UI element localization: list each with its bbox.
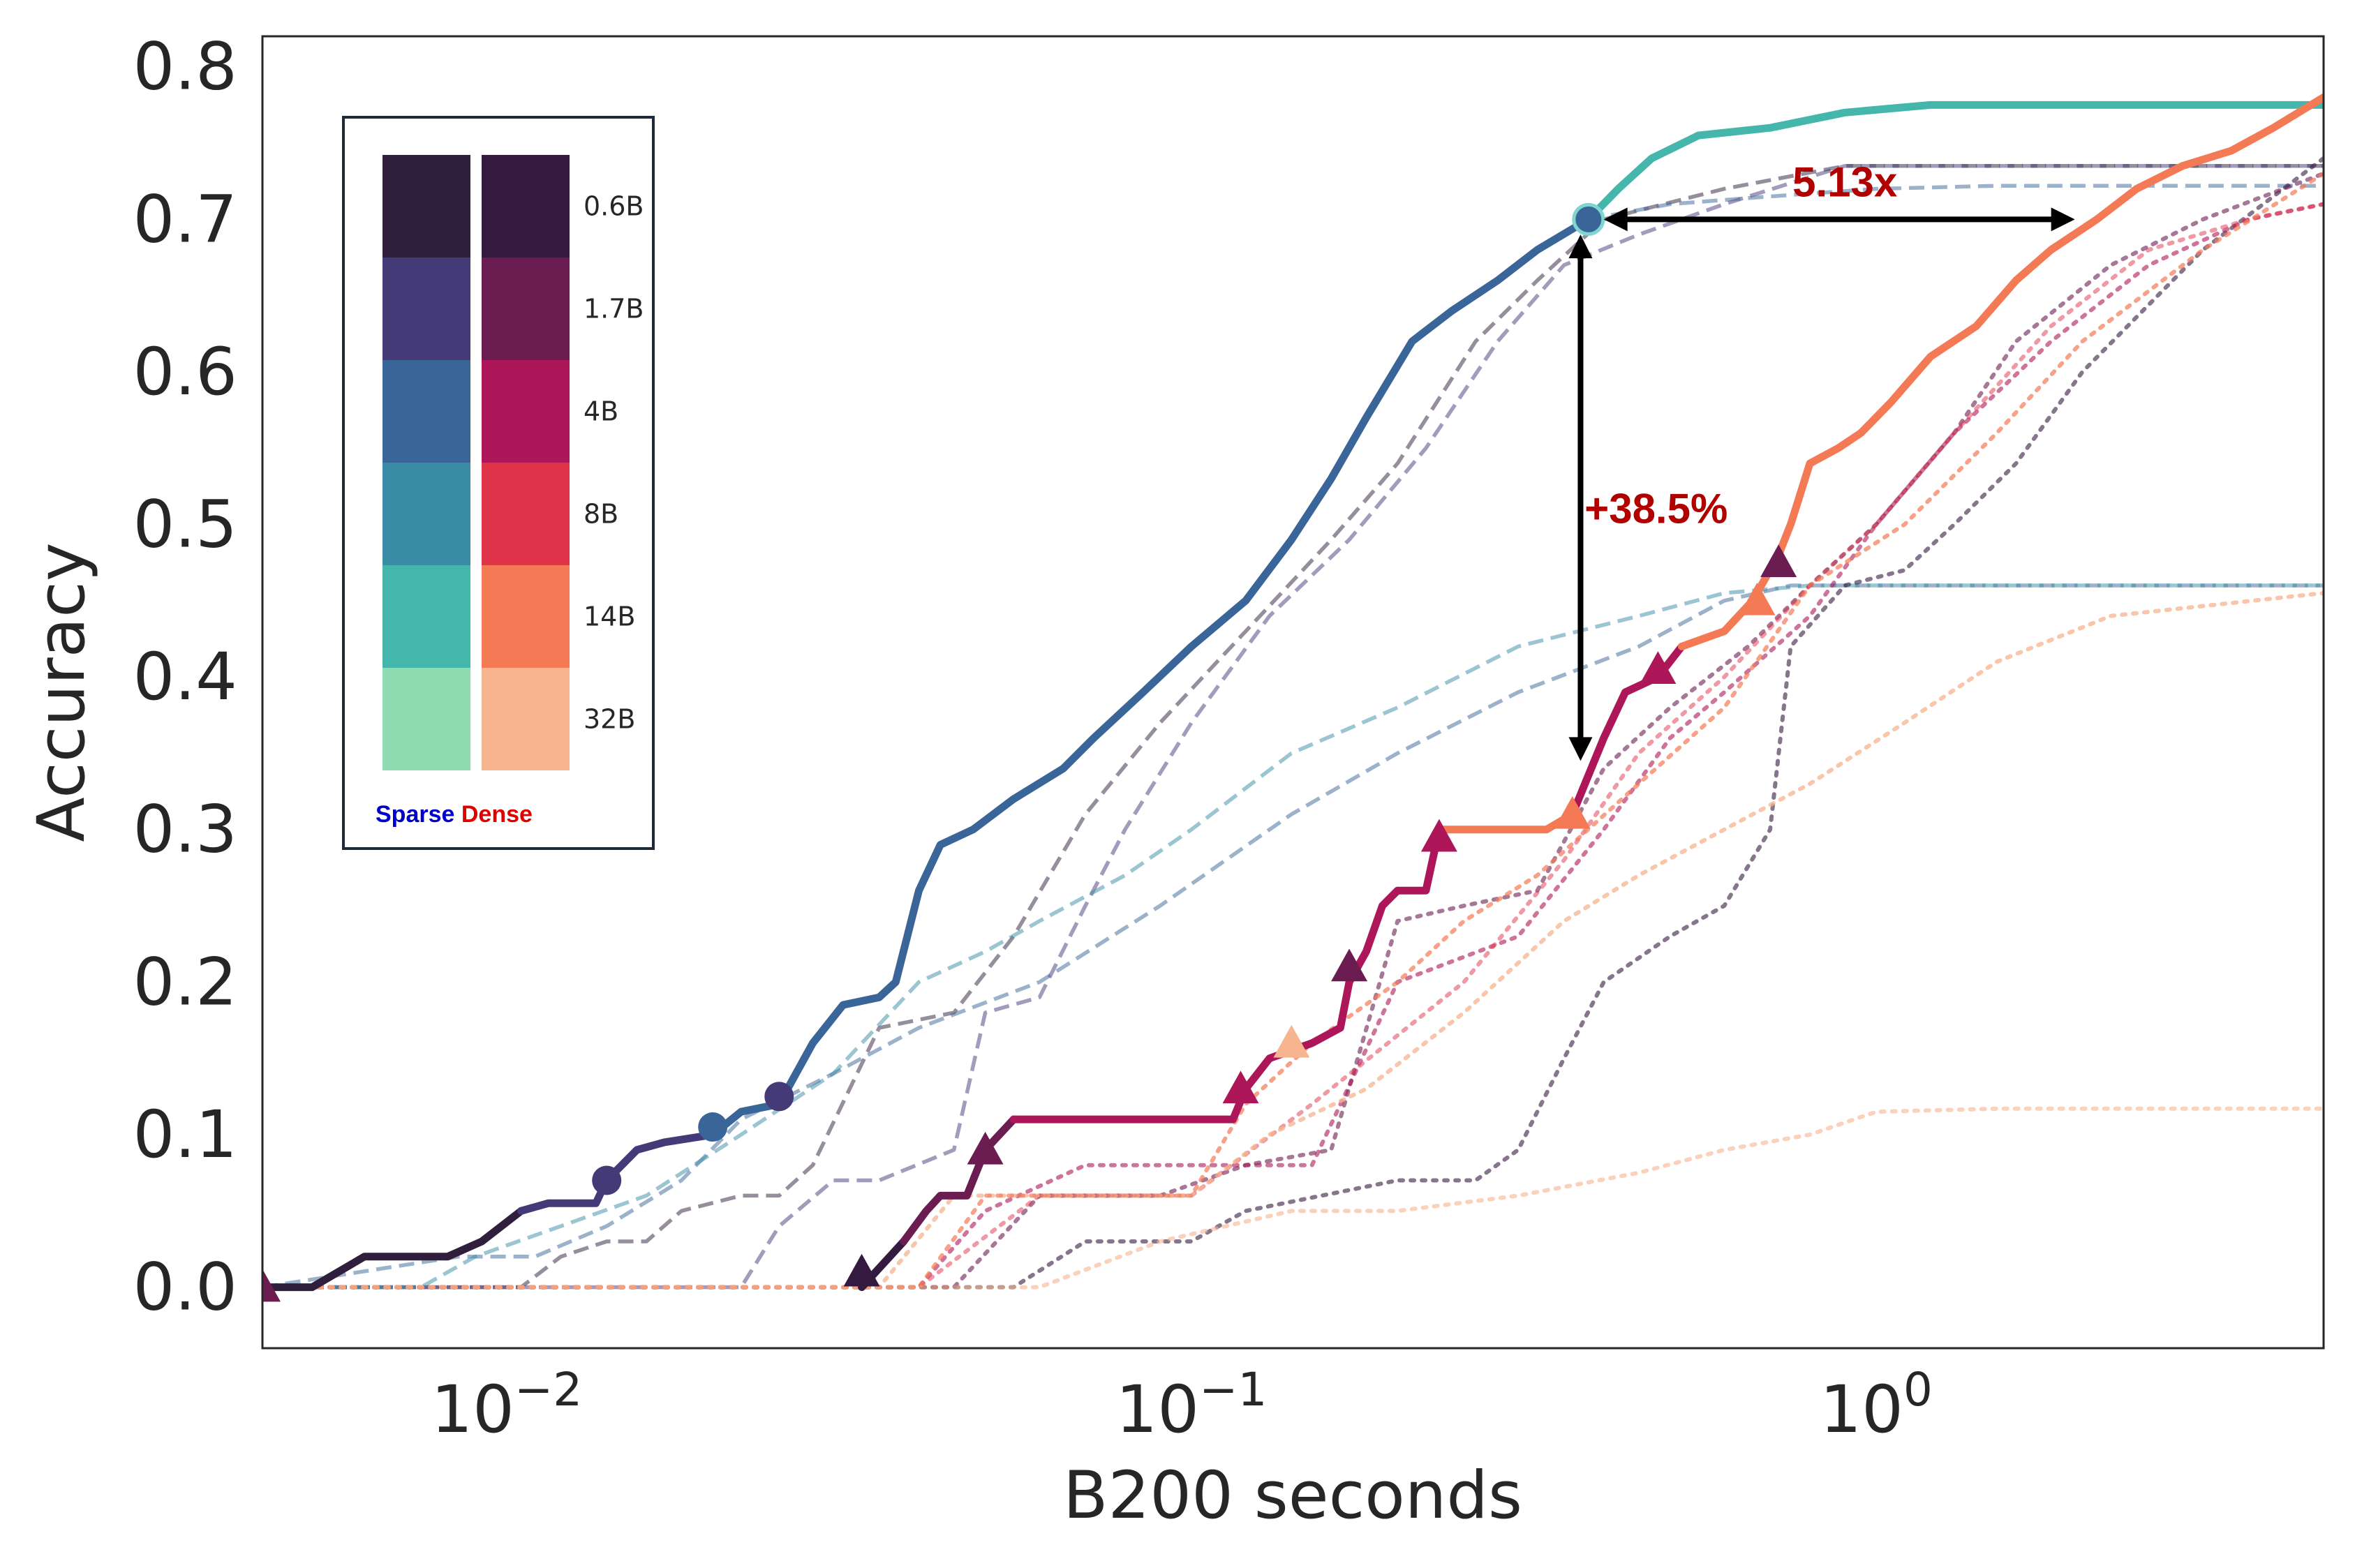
legend-sparse-swatch-4B <box>382 360 470 463</box>
x-tick-label: 10−1 <box>1116 1363 1268 1448</box>
legend-size-label: 32B <box>584 704 635 735</box>
triangle-marker-5 <box>843 1253 880 1287</box>
frontier-series-line-15 <box>1584 100 2324 223</box>
legend-size-label: 8B <box>584 499 618 530</box>
triangle-marker-4 <box>262 1269 281 1302</box>
y-tick-label: 0.3 <box>133 792 238 868</box>
sparse-faint-series-line-2 <box>262 583 2324 1290</box>
plot-frame <box>261 35 2325 1350</box>
triangle-marker-9 <box>1331 948 1368 982</box>
y-axis-label: Accuracy <box>24 542 100 842</box>
y-tick-label: 0.2 <box>133 944 238 1020</box>
triangle-marker-13 <box>1739 582 1776 615</box>
legend-size-label: 14B <box>584 602 635 632</box>
legend-sparse-swatch-14B <box>382 565 470 668</box>
plot-area <box>262 93 2324 1302</box>
legend-dense-swatch-0.6B <box>482 155 570 257</box>
dense-faint-series-line-11 <box>262 1106 2324 1290</box>
frontier-series-line-12 <box>262 1207 526 1292</box>
sparse-faint-series-line-3 <box>262 583 2324 1290</box>
dense-faint-series-line-5 <box>262 156 2324 1290</box>
frontier-series-line-14 <box>708 215 1593 1139</box>
legend-sparse-swatch-1.7B <box>382 257 470 360</box>
legend-dense-swatch-8B <box>482 463 570 565</box>
triangle-marker-14 <box>1760 544 1797 577</box>
legend-size-label: 0.6B <box>584 191 644 222</box>
legend-dense-swatch-4B <box>482 360 570 463</box>
legend: 0.6B 1.7B 4B 8B 14B 32B Sparse Dense <box>342 116 655 850</box>
legend-sparse-swatch-32B <box>382 668 470 770</box>
dense-faint-series-line-10 <box>262 171 2324 1290</box>
circle-marker-1 <box>592 1165 622 1195</box>
y-tick-label: 0.8 <box>133 29 238 105</box>
sparse-faint-series-line-1 <box>262 164 2324 1290</box>
annotations: 5.13x +38.5% <box>1568 159 2075 761</box>
triangle-marker-8 <box>1273 1024 1310 1058</box>
circle-marker-0 <box>1572 202 1605 236</box>
dense-faint-series-line-7 <box>262 202 2324 1290</box>
circle-marker-2 <box>698 1112 728 1142</box>
legend-sparse-swatch-8B <box>382 463 470 565</box>
circle-marker-3 <box>764 1082 794 1112</box>
y-tick-label: 0.4 <box>133 639 238 715</box>
accuracy-gain-arrow-head-bottom <box>1568 737 1593 761</box>
x-tick-label: 10−2 <box>431 1363 582 1448</box>
legend-size-label: 4B <box>584 396 618 427</box>
y-tick-label: 0.1 <box>133 1097 238 1173</box>
legend-footer: Sparse Dense <box>376 801 533 828</box>
triangle-marker-10 <box>1420 819 1457 852</box>
legend-dense-swatch-1.7B <box>482 257 570 360</box>
speedup-arrow-head-left <box>1603 207 1628 232</box>
legend-dense-swatch-32B <box>482 668 570 770</box>
y-tick-label: 0.0 <box>133 1250 238 1326</box>
accuracy-gain-arrow-head-top <box>1568 234 1593 259</box>
y-axis-ticks: 0.0 0.1 0.2 0.3 0.4 0.5 0.6 0.7 0.8 <box>133 29 238 1326</box>
speedup-arrow-head-right <box>2051 207 2075 232</box>
x-axis-label: B200 seconds <box>1063 1458 1522 1534</box>
sparse-faint-series-line-4 <box>1588 184 2324 222</box>
speedup-label: 5.13x <box>1792 159 1897 206</box>
accuracy-gain-label: +38.5% <box>1584 486 1728 532</box>
y-tick-label: 0.5 <box>133 487 238 563</box>
y-tick-label: 0.7 <box>133 181 238 257</box>
y-tick-label: 0.6 <box>133 334 238 410</box>
legend-size-label: 1.7B <box>584 294 644 324</box>
triangle-marker-6 <box>967 1131 1004 1165</box>
x-tick-label: 100 <box>1820 1363 1933 1448</box>
legend-sparse-swatch-0.6B <box>382 155 470 257</box>
x-axis-ticks: 10−2 10−1 100 <box>431 1363 1933 1448</box>
triangle-marker-11 <box>1554 796 1591 829</box>
triangle-marker-7 <box>1222 1070 1259 1104</box>
triangle-marker-12 <box>1640 651 1677 685</box>
legend-dense-swatch-14B <box>482 565 570 668</box>
